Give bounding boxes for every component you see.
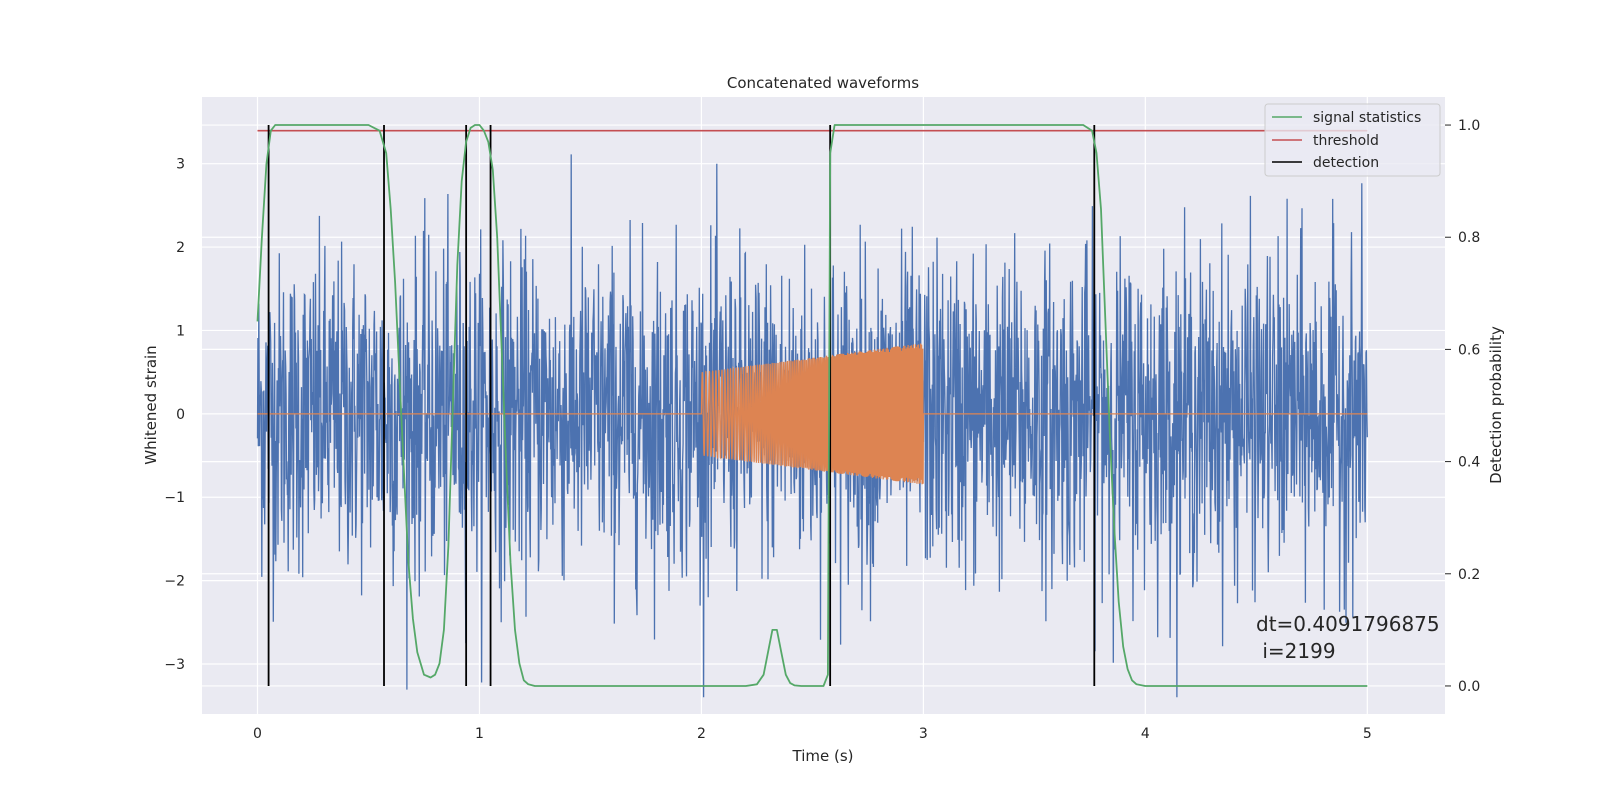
legend-box [1264,103,1441,177]
y-tick-label: 3 [176,157,185,173]
y-tick-label: −1 [164,490,185,506]
legend: signal statistics threshold detection [1264,103,1441,177]
legend-label-threshold: threshold [1313,133,1379,149]
y-tick-label: 2 [176,240,185,256]
y-axis-label: Whitened strain [142,345,160,464]
chart-title: Concatenated waveforms [727,74,919,92]
x-tick-label: 4 [1141,726,1150,742]
y2-tick-label: 0.4 [1458,455,1480,471]
y2-axis-label: Detection probability [1487,326,1505,484]
y-tick-label: 0 [176,407,185,423]
x-axis-label: Time (s) [792,747,854,765]
x-tick-label: 0 [253,726,262,742]
annotation-i: i=2199 [1256,639,1336,663]
legend-label-detection: detection [1313,155,1379,171]
legend-label-signal-statistics: signal statistics [1313,110,1421,126]
ticks: 0 1 2 3 4 5 −3 −2 −1 0 1 2 3 0.0 0.2 0.4 0.6 0.8 1.0 [164,118,1480,742]
y2-tick-label: 0.2 [1458,567,1480,583]
x-tick-label: 1 [475,726,484,742]
x-tick-label: 5 [1363,726,1372,742]
annotation-dt: dt=0.4091796875 [1256,612,1440,636]
plot-area [256,124,1368,698]
y2-tick-label: 1.0 [1458,118,1480,134]
series-signal-statistics [256,124,1368,687]
y2-tick-label: 0.8 [1458,230,1480,246]
y2-tick-label: 0.0 [1458,679,1480,695]
x-tick-label: 2 [697,726,706,742]
series-injected-signal [257,343,1368,485]
x-tick-label: 3 [919,726,928,742]
y-tick-label: 1 [176,323,185,339]
y-tick-label: −3 [164,657,185,673]
y2-tick-label: 0.6 [1458,342,1480,358]
y-tick-label: −2 [164,574,185,590]
